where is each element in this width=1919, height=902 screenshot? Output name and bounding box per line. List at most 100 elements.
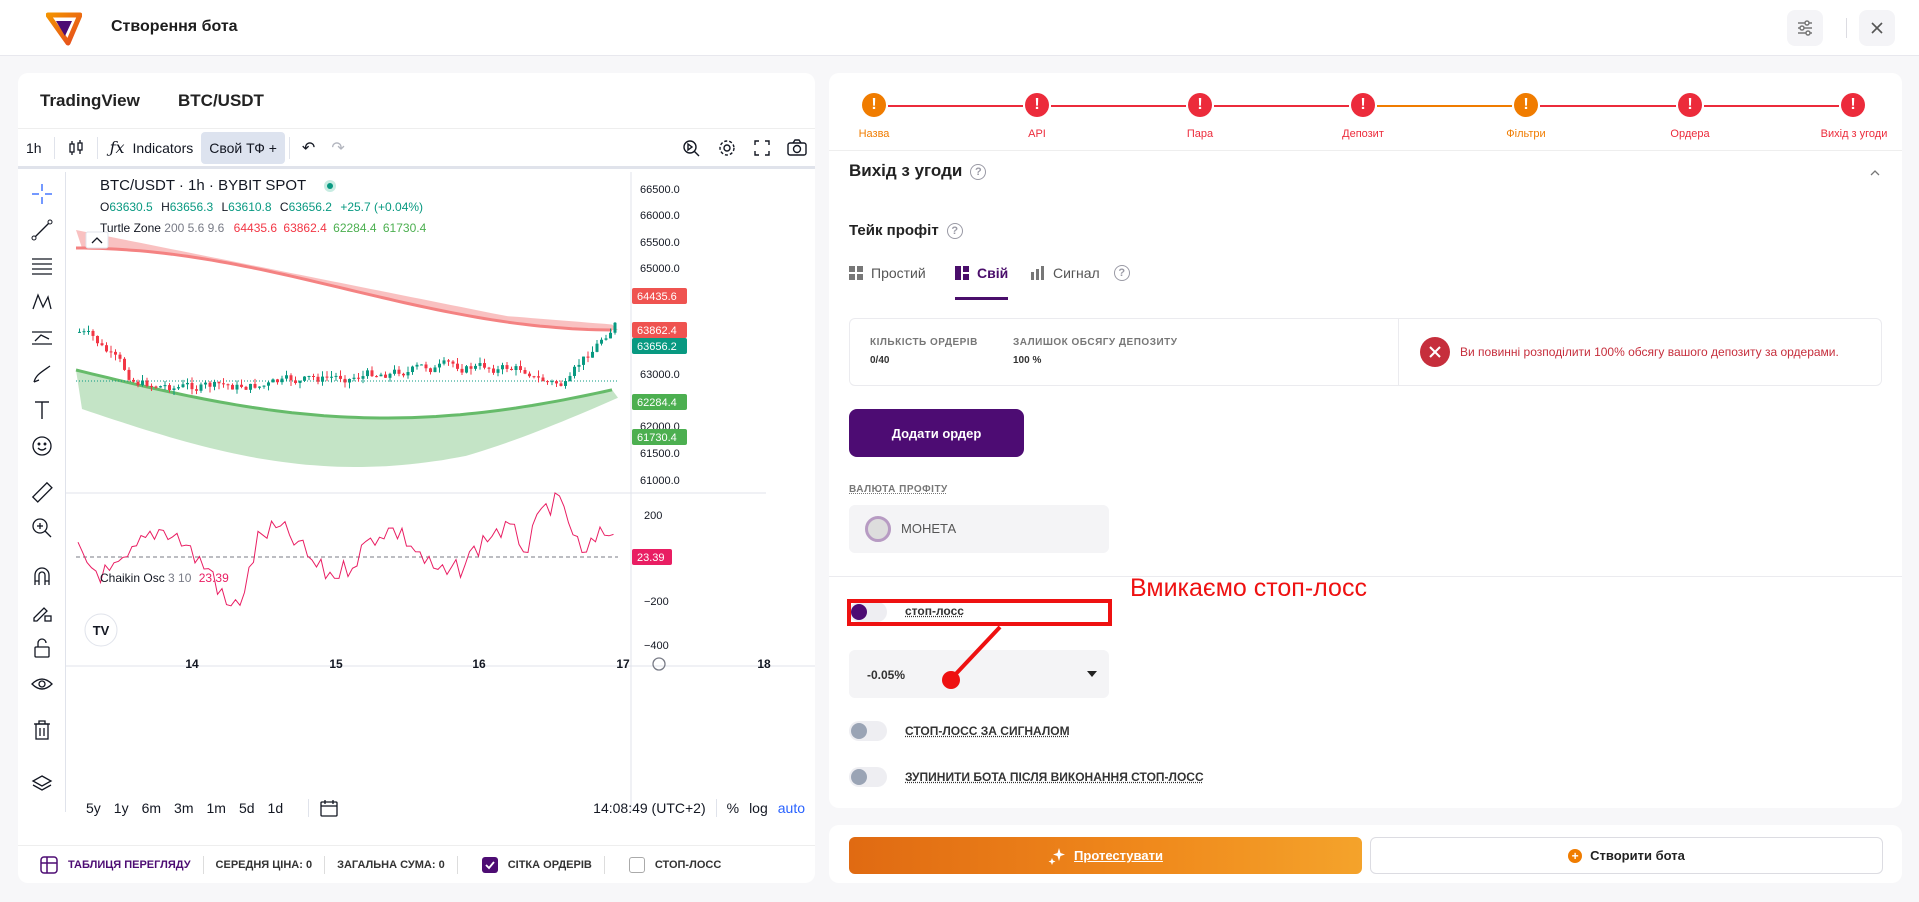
chart-type-button[interactable] — [59, 132, 93, 164]
replay-button[interactable] — [673, 132, 709, 164]
chevron-up-icon[interactable] — [1869, 168, 1881, 178]
trendline-tool[interactable] — [30, 218, 54, 242]
unlock-tool[interactable] — [30, 636, 54, 660]
redo-button[interactable]: ↷ — [323, 132, 352, 164]
step-4-status-icon[interactable]: ! — [1351, 93, 1375, 117]
candle — [420, 364, 423, 366]
range-button-1d[interactable]: 1d — [267, 800, 284, 816]
range-button-5d[interactable]: 5d — [238, 800, 255, 816]
stop-signal-toggle[interactable] — [849, 721, 887, 741]
help-icon[interactable]: ? — [970, 163, 987, 180]
stop-loss-toggle[interactable] — [849, 602, 887, 622]
price-tag — [632, 338, 687, 354]
snapshot-button[interactable] — [779, 132, 815, 164]
chart-settings-button[interactable] — [709, 132, 745, 164]
fx-icon: ƒx — [109, 138, 125, 157]
candle — [321, 376, 324, 382]
fullscreen-button[interactable] — [745, 132, 779, 164]
object-tree-tool[interactable] — [30, 772, 54, 796]
collapse-legend-button[interactable] — [85, 231, 109, 249]
view-table-button[interactable]: ТАБЛИЦЯ ПЕРЕГЛЯДУ — [18, 855, 204, 874]
visibility-tool[interactable] — [30, 672, 54, 696]
exit-section-header[interactable]: Вихід з угоди? — [849, 161, 987, 181]
range-button-3m[interactable]: 3m — [174, 800, 194, 816]
stop-signal-label[interactable]: СТОП-ЛОСС ЗА СИГНАЛОМ — [905, 724, 1070, 738]
step-5-label[interactable]: Фільтри — [1506, 128, 1546, 140]
step-6-status-icon[interactable]: ! — [1678, 93, 1702, 117]
zoom-tool[interactable] — [30, 516, 54, 540]
stop-loss-select[interactable]: -0.05% — [849, 650, 1109, 698]
interval-button[interactable]: 1h — [26, 139, 42, 156]
pattern-tool[interactable] — [30, 290, 54, 314]
percent-toggle[interactable]: % — [726, 800, 740, 816]
undo-button[interactable]: ↶ — [294, 132, 323, 164]
candle — [285, 375, 288, 379]
step-2-label[interactable]: API — [1028, 128, 1046, 140]
indicators-button[interactable]: ƒx Indicators — [102, 132, 202, 164]
tv-logo[interactable] — [84, 613, 118, 647]
candle — [582, 356, 585, 365]
step-4-label[interactable]: Депозит — [1342, 128, 1384, 140]
delete-drawings-tool[interactable] — [30, 718, 54, 742]
brush-tool[interactable] — [30, 362, 54, 386]
tv-logo-icon: TV — [93, 623, 110, 638]
step-5-status-icon[interactable]: ! — [1514, 93, 1538, 117]
stop-bot-label[interactable]: ЗУПИНИТИ БОТА ПІСЛЯ ВИКОНАННЯ СТОП-ЛОСС — [905, 770, 1204, 784]
range-button-5y[interactable]: 5y — [86, 800, 101, 816]
osc-legend[interactable]: Chaikin Osc 3 10 23.39 — [100, 571, 229, 585]
step-7-status-icon[interactable]: ! — [1841, 93, 1865, 117]
create-bot-button[interactable]: + Створити бота — [1370, 837, 1883, 874]
magnet-tool[interactable] — [30, 564, 54, 588]
step-3-status-icon[interactable]: ! — [1188, 93, 1212, 117]
stop-loss-checkbox[interactable]: СТОП-ЛОСС — [605, 856, 733, 874]
help-icon[interactable]: ? — [1113, 265, 1130, 281]
range-button-1m[interactable]: 1m — [206, 800, 226, 816]
osc-axis-label: −400 — [644, 640, 669, 652]
text-tool[interactable] — [30, 398, 54, 422]
step-1-label[interactable]: Назва — [858, 128, 890, 140]
sliders-icon — [1798, 20, 1812, 36]
candle — [397, 369, 401, 374]
stop-bot-toggle[interactable] — [849, 767, 887, 787]
step-7-label[interactable]: Вихід з угоди — [1820, 128, 1888, 140]
log-toggle[interactable]: log — [749, 800, 768, 816]
custom-tf-button[interactable]: Свой ТФ + — [201, 131, 285, 164]
tab-custom[interactable]: Свій — [955, 265, 1009, 300]
calendar-icon[interactable] — [319, 798, 339, 818]
stop-loss-label[interactable]: стоп-лосс — [905, 604, 964, 618]
total-sum-value: 0 — [438, 858, 445, 871]
settings-button[interactable] — [1787, 10, 1823, 46]
prediction-tool[interactable] — [30, 326, 54, 350]
add-order-button[interactable]: Додати ордер — [849, 409, 1024, 457]
candle — [438, 363, 441, 368]
step-1-status-icon[interactable]: ! — [862, 93, 886, 117]
close-button[interactable] — [1859, 10, 1895, 46]
range-button-6m[interactable]: 6m — [141, 800, 162, 816]
trendline-icon — [31, 219, 53, 241]
help-icon[interactable]: ? — [946, 223, 963, 240]
candle — [586, 356, 590, 358]
fib-tool[interactable] — [30, 254, 54, 278]
step-2-status-icon[interactable]: ! — [1025, 93, 1049, 117]
indicator-legend[interactable]: Turtle Zone 200 5.6 9.6 64435.6 63862.4 … — [100, 221, 426, 235]
emoji-tool[interactable] — [30, 434, 54, 458]
toolbar-divider — [53, 136, 55, 159]
tab-signal[interactable]: Сигнал ? — [1031, 265, 1130, 295]
grid-orders-checkbox[interactable]: СІТКА ОРДЕРІВ — [458, 855, 605, 874]
ruler-tool[interactable] — [30, 480, 54, 504]
time-axis-label: 14 — [185, 657, 199, 671]
tab-simple[interactable]: Простий — [849, 265, 926, 295]
range-button-1y[interactable]: 1y — [113, 800, 129, 816]
auto-toggle[interactable]: auto — [777, 800, 805, 816]
test-button[interactable]: Протестувати — [849, 837, 1362, 874]
time-axis-settings-icon[interactable] — [652, 657, 666, 671]
crosshair-tool[interactable] — [30, 182, 54, 206]
candle — [307, 375, 311, 377]
candle — [537, 376, 540, 378]
step-3-label[interactable]: Пара — [1186, 128, 1214, 140]
price-chart[interactable]: 66500.066000.065500.065000.063000.062500… — [66, 172, 815, 812]
step-6-label[interactable]: Ордера — [1670, 128, 1710, 140]
lock-drawings-tool[interactable] — [30, 600, 54, 624]
time-axis-label: 17 — [616, 657, 630, 671]
profit-currency-select[interactable]: МОНЕТА — [849, 505, 1109, 553]
